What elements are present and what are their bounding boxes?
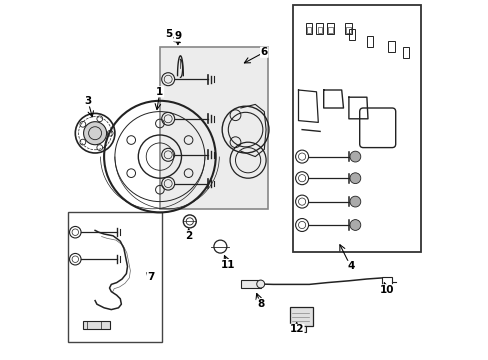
Bar	[316, 23, 322, 34]
Circle shape	[256, 280, 264, 288]
Bar	[346, 27, 350, 33]
Bar	[294, 326, 305, 332]
Circle shape	[83, 122, 106, 145]
Bar	[381, 277, 391, 286]
Text: 7: 7	[147, 272, 154, 282]
Bar	[402, 47, 408, 58]
Circle shape	[349, 196, 360, 207]
Bar	[292, 5, 420, 252]
Text: 10: 10	[379, 285, 393, 295]
Bar	[160, 47, 267, 209]
Circle shape	[349, 220, 360, 230]
Text: 9: 9	[174, 31, 181, 41]
Text: 6: 6	[260, 47, 267, 57]
Text: 1: 1	[156, 87, 163, 97]
Circle shape	[349, 173, 360, 184]
Bar	[305, 23, 311, 34]
Bar	[348, 29, 355, 40]
Circle shape	[349, 151, 360, 162]
Text: 3: 3	[84, 96, 91, 106]
Bar	[326, 23, 333, 34]
Bar	[366, 36, 373, 47]
Bar	[345, 23, 351, 34]
Bar	[82, 321, 109, 329]
Bar	[68, 212, 162, 342]
Text: 12: 12	[289, 324, 304, 334]
Text: 2: 2	[184, 231, 192, 241]
Bar	[317, 27, 321, 33]
Text: 4: 4	[346, 261, 354, 271]
Bar	[306, 27, 310, 33]
Bar	[328, 27, 332, 33]
Text: 8: 8	[257, 299, 264, 309]
Bar	[289, 307, 312, 326]
Text: 11: 11	[221, 260, 235, 270]
Bar	[241, 280, 260, 288]
Bar	[387, 41, 394, 52]
Text: 5: 5	[165, 29, 172, 39]
